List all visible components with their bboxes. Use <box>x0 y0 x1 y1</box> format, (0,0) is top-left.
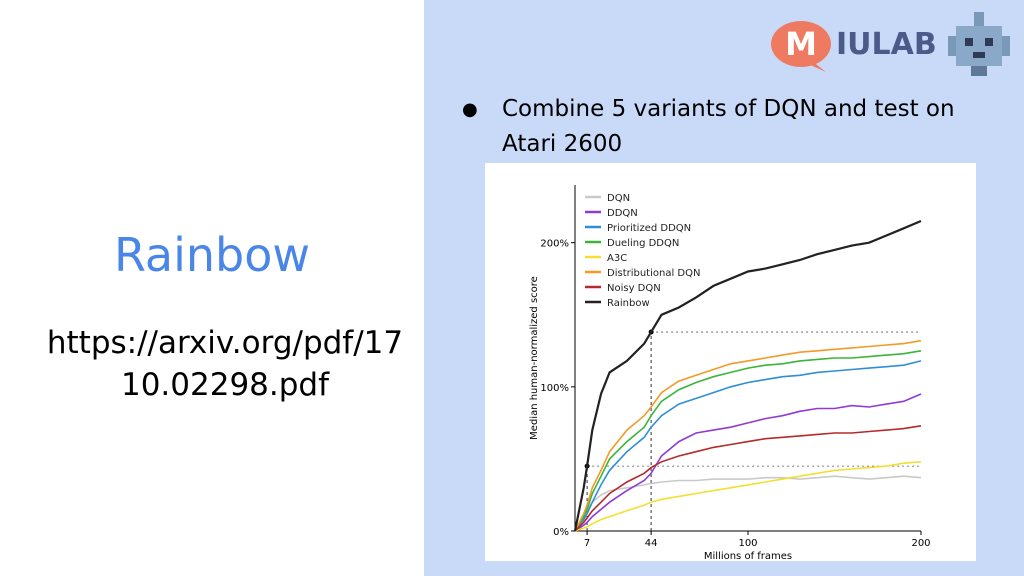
miulab-logo: M IULAB <box>768 6 1014 78</box>
x-tick-label: 200 <box>911 538 930 549</box>
bullet-dot-icon: ● <box>462 99 478 120</box>
y-axis-label: Median human-normalized score <box>529 276 540 440</box>
logo-speech-bubble-icon: M <box>771 21 831 72</box>
series-line-dqn <box>574 475 922 532</box>
x-tick-label: 7 <box>584 538 590 549</box>
logo-letter: M <box>785 25 817 63</box>
series-line-prioritized-ddqn <box>574 360 922 532</box>
series-line-noisy-dqn <box>574 425 922 532</box>
legend-label: Distributional DQN <box>607 268 700 279</box>
legend-label: A3C <box>607 253 627 264</box>
legend-label: DQN <box>607 193 630 204</box>
slide-title: Rainbow <box>113 228 311 282</box>
legend-label: Noisy DQN <box>607 283 661 294</box>
legend-label: Dueling DDQN <box>607 238 679 249</box>
x-axis-label: Millions of frames <box>704 551 792 561</box>
series-line-a3c <box>574 461 922 532</box>
y-tick-label: 0% <box>553 527 569 538</box>
rainbow-chart: 0% 100% 200% 7 44 100 200 Millions of frames Med… <box>485 163 976 562</box>
robot-icon <box>948 12 1010 76</box>
x-tick-label: 44 <box>645 538 658 549</box>
series-line-dueling-ddqn <box>574 350 922 532</box>
paper-url[interactable]: https://arxiv.org/pdf/1710.02298.pdf <box>46 325 404 403</box>
series-line-distributional-dqn <box>574 339 922 532</box>
y-tick-label: 100% <box>540 383 569 394</box>
x-tick-label: 100 <box>738 538 757 549</box>
bullet-text: Combine 5 variants of DQN and test on At… <box>502 96 955 157</box>
y-tick-label: 200% <box>540 239 569 250</box>
chart-svg: 0% 100% 200% 7 44 100 200 Millions of frames Med… <box>529 185 931 562</box>
legend-label: Prioritized DDQN <box>607 223 691 234</box>
series-line-rainbow <box>573 219 922 532</box>
legend-label: DDQN <box>607 208 638 219</box>
legend-label: Rainbow <box>607 298 650 309</box>
logo-text: IULAB <box>836 27 937 62</box>
series-line-ddqn <box>574 393 922 532</box>
left-panel: Rainbow https://arxiv.org/pdf/1710.02298… <box>0 0 424 576</box>
